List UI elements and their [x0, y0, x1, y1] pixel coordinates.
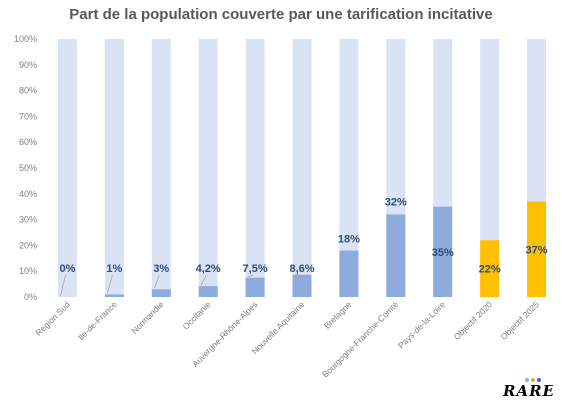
x-tick-label: Ile-de-France	[76, 299, 119, 342]
data-label: 4,2%	[196, 263, 221, 275]
data-label: 7,5%	[243, 263, 268, 275]
data-label: 18%	[338, 234, 360, 246]
y-tick-label: 90%	[19, 60, 37, 70]
data-label: 22%	[479, 264, 501, 276]
label-leader-line	[106, 275, 113, 294]
logo-text: RARE	[502, 382, 553, 400]
background-bar	[292, 39, 312, 297]
data-bar	[480, 240, 500, 297]
data-bar	[198, 286, 218, 297]
data-label: 1%	[106, 263, 122, 275]
data-bar	[433, 206, 453, 297]
x-tick-label: Region Sud	[33, 299, 72, 338]
logo-dots-icon: RARE	[502, 378, 554, 400]
data-label: 0%	[60, 263, 76, 275]
background-bar	[480, 39, 500, 297]
y-tick-label: 20%	[19, 240, 37, 250]
x-tick-label: Bourgogne-Franche-Comté	[320, 299, 400, 379]
data-bar	[386, 214, 406, 297]
data-bar	[292, 274, 312, 297]
data-bar	[151, 289, 171, 297]
y-tick-label: 60%	[19, 137, 37, 147]
y-tick-label: 80%	[19, 86, 37, 96]
x-tick-label: Objectif 2025	[498, 299, 541, 342]
y-tick-label: 30%	[19, 215, 37, 225]
background-bar	[104, 39, 124, 297]
y-tick-label: 50%	[19, 163, 37, 173]
label-leader-line	[200, 275, 207, 286]
label-leader-line	[247, 274, 254, 278]
x-tick-label: Occitanie	[180, 299, 212, 331]
y-tick-label: 0%	[24, 292, 37, 302]
data-label: 8,6%	[289, 263, 314, 275]
background-bar	[339, 39, 359, 297]
y-tick-label: 40%	[19, 189, 37, 199]
data-label: 32%	[385, 196, 407, 208]
data-bar	[527, 201, 547, 297]
x-tick-label: Normandie	[129, 299, 166, 336]
data-label: 3%	[153, 263, 169, 275]
label-leader-line	[153, 275, 160, 289]
chart-title: Part de la population couverte par une t…	[69, 6, 493, 23]
label-leader-line	[294, 273, 301, 276]
y-tick-label: 10%	[19, 266, 37, 276]
data-label: 35%	[432, 247, 454, 259]
y-tick-label: 100%	[14, 34, 37, 44]
data-bar	[104, 294, 124, 297]
background-bar	[198, 39, 218, 297]
y-tick-label: 70%	[19, 111, 37, 121]
label-leader-line	[60, 275, 66, 297]
background-bar	[57, 39, 77, 297]
data-label: 37%	[526, 244, 548, 256]
x-tick-label: Pays-de-la-Loire	[396, 299, 447, 350]
data-bar	[245, 277, 265, 297]
x-tick-label: Bretagne	[322, 299, 354, 331]
rare-logo: RARE	[497, 376, 554, 400]
data-bar	[339, 250, 359, 297]
x-tick-label: Objectif 2020	[452, 299, 495, 342]
background-bar	[245, 39, 265, 297]
background-bar	[151, 39, 171, 297]
